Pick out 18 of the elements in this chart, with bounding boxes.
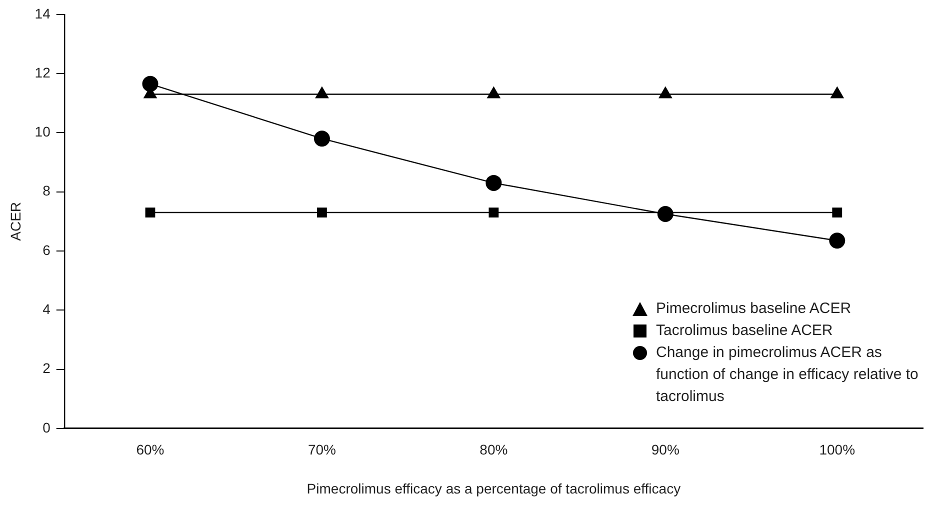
x-tick-label: 60% [136, 442, 164, 458]
x-tick-label: 70% [308, 442, 336, 458]
legend-label: Change in pimecrolimus ACER as function of change in efficacy relative to tacrolimus [656, 343, 920, 407]
x-tick-label: 80% [480, 442, 508, 458]
y-tick-label: 10 [34, 124, 51, 140]
x-axis-title: Pimecrolimus efficacy as a percentage of tacrolimus efficacy [306, 480, 681, 496]
y-tick-label: 12 [34, 64, 51, 80]
y-tick-label: 2 [42, 360, 51, 376]
y-tick-label: 4 [42, 300, 51, 317]
y-tick-label: 8 [42, 182, 51, 199]
x-tick-label: 100% [819, 442, 856, 458]
x-tick-label: 90% [651, 442, 680, 458]
y-tick-label: 0 [42, 419, 51, 436]
legend-label: Pimecrolimus baseline ACER [656, 299, 852, 319]
y-tick-label: 14 [34, 5, 51, 22]
y-tick-label: 6 [42, 242, 51, 258]
y-axis-title: ACER [7, 202, 24, 241]
legend-label: Tacrolimus baseline ACER [656, 321, 833, 341]
